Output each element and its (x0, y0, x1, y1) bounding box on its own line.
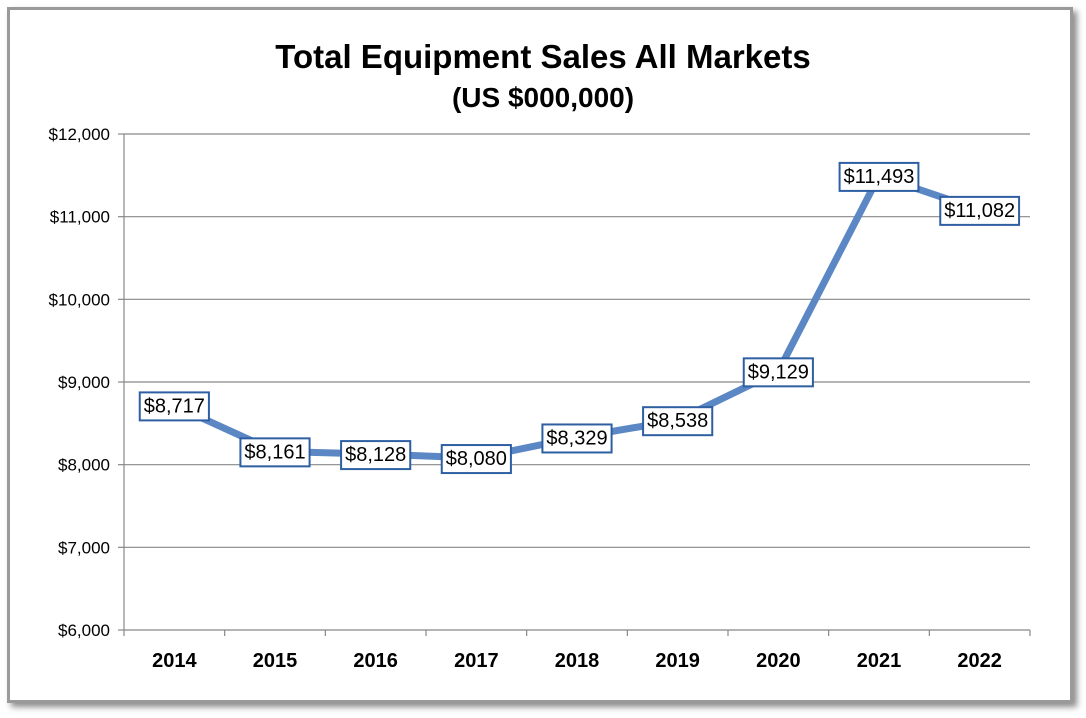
x-tick-label: 2021 (857, 650, 902, 672)
data-label: $9,129 (742, 357, 814, 388)
data-label: $11,082 (939, 195, 1021, 226)
data-label-box (838, 161, 920, 192)
data-label-box (340, 440, 412, 471)
data-label-text: $8,080 (446, 448, 507, 470)
y-tick-label: $11,000 (50, 208, 110, 227)
chart-subtitle: (US $000,000) (452, 82, 634, 113)
data-label-box (239, 437, 311, 468)
data-label-text: $8,717 (144, 395, 205, 417)
data-label: $8,161 (239, 437, 311, 468)
x-tick-label: 2017 (454, 650, 499, 672)
data-label-text: $9,129 (748, 361, 809, 383)
data-label-text: $11,082 (944, 200, 1015, 222)
data-label-text: $8,329 (546, 427, 607, 449)
data-label-box (642, 406, 714, 437)
chart-frame (7, 7, 1073, 703)
x-tick-label: 2018 (555, 650, 600, 672)
series-line (170, 172, 984, 462)
data-label: $11,493 (838, 161, 920, 192)
data-label: $8,080 (440, 444, 512, 475)
y-tick-label: $10,000 (49, 290, 110, 309)
data-label-text: $8,128 (345, 444, 406, 466)
x-tick-label: 2015 (253, 650, 298, 672)
x-tick-label: 2014 (152, 650, 197, 672)
x-axis-ticks: 2014 2015 2016 2017 2018 2019 2020 2021 2022 (123, 630, 1031, 672)
y-tick-label: $6,000 (58, 621, 110, 640)
gridlines (124, 133, 1030, 548)
data-label-text: $8,538 (647, 410, 708, 432)
series-line-path (170, 172, 984, 462)
chart-title: Total Equipment Sales All Markets (275, 38, 810, 75)
y-tick-label: $9,000 (58, 373, 110, 392)
data-label: $8,717 (138, 391, 210, 422)
data-label-text: $11,493 (844, 166, 915, 188)
x-tick-label: 2022 (957, 650, 1002, 672)
x-tick-label: 2016 (353, 650, 398, 672)
y-axis-ticks: $6,000 $7,000 $8,000 $9,000 $10,000 $11,000 $1… (49, 125, 124, 640)
data-label-text: $8,161 (244, 441, 305, 463)
data-label: $8,538 (642, 406, 714, 437)
y-tick-label: $8,000 (58, 456, 110, 475)
x-tick-label: 2019 (655, 650, 700, 672)
data-label-box (742, 357, 814, 388)
x-tick-label: 2020 (756, 650, 801, 672)
data-label: $8,329 (541, 423, 613, 454)
y-tick-label: $12,000 (49, 125, 110, 144)
data-label-box (440, 444, 512, 475)
data-label: $8,128 (340, 440, 412, 471)
y-tick-label: $7,000 (58, 538, 110, 557)
data-label-box (541, 423, 613, 454)
data-label-box (138, 391, 210, 422)
data-labels: $8,717 $8,161 $8,128 $8,080 $8,329 $8,538 $9,1… (138, 161, 1021, 475)
data-label-box (939, 195, 1021, 226)
